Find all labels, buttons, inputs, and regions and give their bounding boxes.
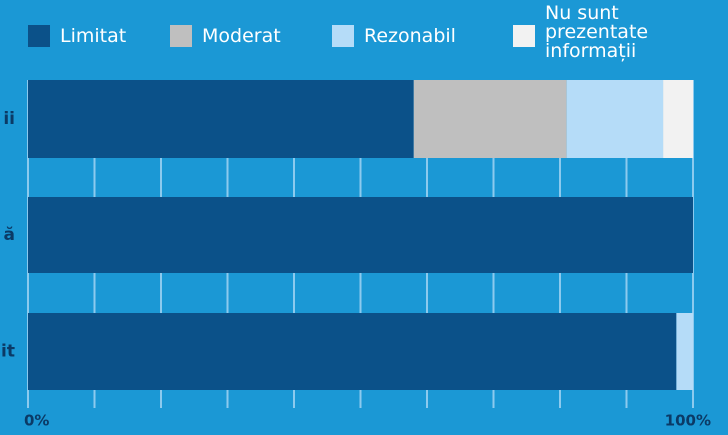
legend-label: Nu sunt prezentate informații [545, 1, 649, 62]
legend-swatch [170, 25, 192, 47]
y-tick-label: ă [4, 225, 15, 245]
bar-segment [28, 197, 693, 273]
x-tick-label: 0% [24, 412, 49, 430]
legend-label: Rezonabil [364, 24, 456, 47]
x-tick-label: 100% [665, 412, 711, 430]
bar-segment [413, 80, 567, 158]
legend-item: Rezonabil [332, 0, 456, 72]
legend-swatch [28, 25, 50, 47]
bar-segment [28, 80, 414, 158]
y-tick-label: ii [3, 109, 15, 129]
legend-item: Limitat [28, 0, 126, 72]
legend-swatch [332, 25, 354, 47]
legend-swatch [513, 25, 535, 47]
y-tick-label: it [1, 342, 15, 362]
bar-segment [28, 313, 677, 390]
bar-segment [663, 80, 693, 158]
bar-segment [566, 80, 664, 158]
legend-label: Moderat [202, 24, 281, 47]
legend-item: Nu sunt prezentate informații [513, 0, 655, 72]
legend-item: Moderat [170, 0, 281, 72]
legend-label: Limitat [60, 24, 127, 47]
bar-segment [676, 313, 693, 390]
